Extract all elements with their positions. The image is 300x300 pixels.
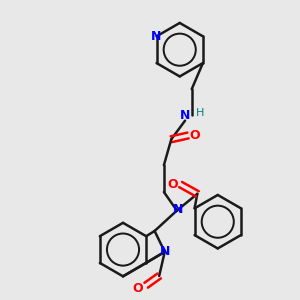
Text: N: N bbox=[180, 109, 190, 122]
Text: O: O bbox=[189, 129, 200, 142]
Text: N: N bbox=[172, 203, 183, 216]
Text: O: O bbox=[168, 178, 178, 191]
Text: N: N bbox=[152, 30, 162, 43]
Text: N: N bbox=[160, 244, 170, 258]
Text: H: H bbox=[196, 108, 204, 118]
Text: O: O bbox=[133, 283, 143, 296]
